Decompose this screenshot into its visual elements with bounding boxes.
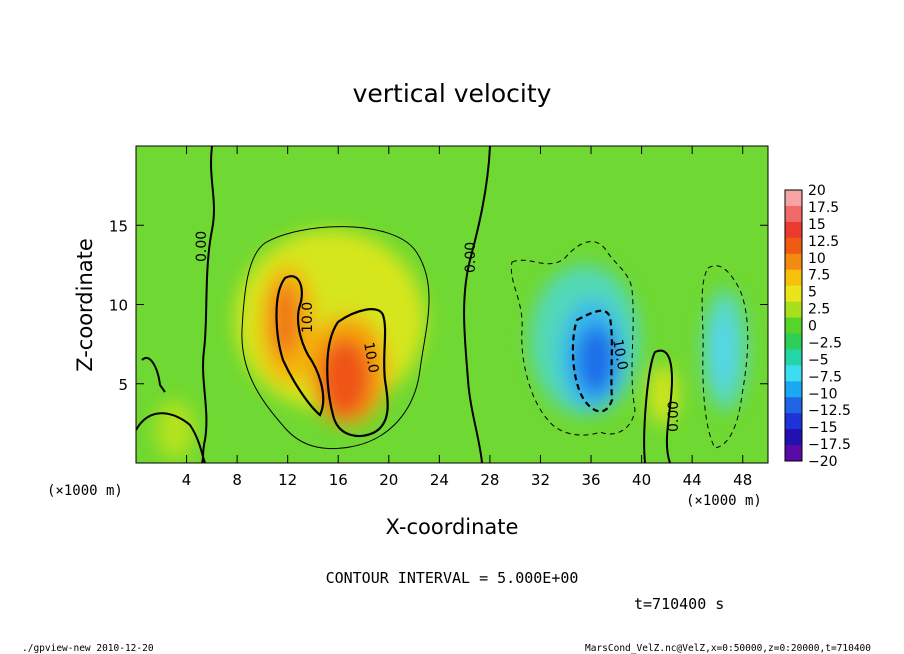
contour-label-east: 0.00 — [666, 401, 682, 432]
colorbar-label: 15 — [808, 217, 826, 233]
colorbar-label: −17.5 — [808, 437, 851, 453]
colorbar-label: −7.5 — [808, 369, 842, 385]
colorbar-swatch — [785, 253, 802, 271]
colorbar-label: 2.5 — [808, 302, 830, 318]
y-tick-label: 5 — [118, 376, 128, 394]
x-tick-label: 20 — [379, 471, 398, 489]
footer-left: ./gpview-new 2010-12-20 — [22, 643, 154, 654]
contour-10-right — [326, 308, 389, 438]
colorbar-swatch — [785, 397, 802, 414]
x-tick-label: 28 — [480, 471, 499, 489]
zero-contour-east — [643, 349, 674, 463]
x-tick-label: 12 — [278, 471, 297, 489]
contour-10-left — [275, 275, 325, 417]
contour-lines — [136, 146, 749, 463]
x-unit-right: (×1000 m) — [686, 493, 762, 509]
colorbar-swatch — [785, 190, 802, 207]
zero-contour-center — [463, 146, 491, 463]
x-tick-label: 8 — [232, 471, 242, 489]
colorbar-swatch — [785, 317, 802, 334]
y-tick-label: 10 — [109, 297, 128, 315]
colorbar-label: 20 — [808, 183, 826, 199]
colorbar-swatch — [785, 285, 802, 303]
colorbar-swatch — [785, 301, 802, 319]
colorbar-label: −12.5 — [808, 403, 851, 419]
colorbar-label: 7.5 — [808, 268, 830, 284]
updraft-core-left — [271, 282, 299, 358]
colorbar: 2017.51512.5107.552.50−2.5−5−7.5−10−12.5… — [784, 183, 851, 470]
x-tick-label: 32 — [531, 471, 550, 489]
colorbar-swatch — [785, 237, 802, 255]
y-tick-label: 15 — [109, 217, 128, 235]
x-tick-label: 44 — [683, 471, 702, 489]
colorbar-label: 10 — [808, 251, 826, 267]
colorbar-label: 17.5 — [808, 200, 839, 216]
colorbar-label: −20 — [808, 454, 838, 470]
colorbar-label: −15 — [808, 420, 838, 436]
y-axis-title: Z-coordinate — [73, 238, 97, 372]
colorbar-label: 12.5 — [808, 234, 839, 250]
x-unit-left: (×1000 m) — [47, 483, 123, 499]
contour-neg5-downdraft — [510, 241, 636, 436]
chart-title: vertical velocity — [353, 79, 552, 108]
colorbar-swatch — [785, 365, 802, 382]
colorbar-label: 0 — [808, 319, 817, 335]
colorbar-swatch — [785, 221, 802, 239]
zero-contour-west — [201, 146, 215, 463]
contour-labels: 0.00 0.00 10.0 10.0 10.0 0.00 — [194, 231, 682, 432]
downdraft-core — [576, 325, 616, 395]
colorbar-swatch — [785, 333, 802, 350]
x-tick-label: 48 — [733, 471, 752, 489]
colorbar-label: −2.5 — [808, 335, 842, 351]
colorbar-frame — [784, 189, 803, 462]
downdraft-east — [712, 315, 732, 385]
x-axis-title: X-coordinate — [386, 515, 519, 539]
colorbar-swatch — [785, 381, 802, 398]
time-label: t=710400 s — [634, 595, 724, 613]
x-tick-label: 40 — [632, 471, 651, 489]
zero-contour-sw — [136, 412, 206, 463]
colorbar-swatch — [785, 413, 802, 430]
contour-neg10-downdraft — [571, 309, 614, 413]
contour-interval-label: CONTOUR INTERVAL = 5.000E+00 — [326, 569, 579, 587]
updraft-core-right — [319, 338, 371, 418]
colorbar-swatch — [785, 269, 802, 287]
contour-5-updraft — [241, 226, 430, 450]
footer-right: MarsCond_VelZ.nc@VelZ,x=0:50000,z=0:2000… — [585, 643, 871, 654]
weak-updraft-west — [155, 400, 195, 460]
x-tick-label: 24 — [430, 471, 449, 489]
contour-label-updraft-right: 10.0 — [360, 341, 381, 374]
colorbar-label: −5 — [808, 352, 829, 368]
heatmap-field — [136, 146, 768, 463]
contour-label-west: 0.00 — [194, 231, 210, 262]
x-tick-label: 36 — [581, 471, 600, 489]
zero-contour-small — [141, 357, 166, 393]
x-axis-ticks: 4 8 12 16 20 24 28 32 36 40 44 48 — [182, 146, 752, 489]
colorbar-label: −10 — [808, 386, 838, 402]
colorbar-swatch — [785, 349, 802, 366]
contour-label-center: 0.00 — [463, 242, 479, 273]
colorbar-swatch — [785, 445, 802, 462]
x-tick-label: 4 — [182, 471, 192, 489]
y-axis-ticks: 5 10 15 — [109, 217, 768, 394]
x-tick-label: 16 — [329, 471, 348, 489]
colorbar-swatch — [785, 205, 802, 223]
colorbar-label: 5 — [808, 285, 817, 301]
colorbar-swatch — [785, 429, 802, 446]
contour-label-updraft-left: 10.0 — [300, 302, 316, 333]
contour-label-downdraft: 10.0 — [609, 338, 630, 371]
